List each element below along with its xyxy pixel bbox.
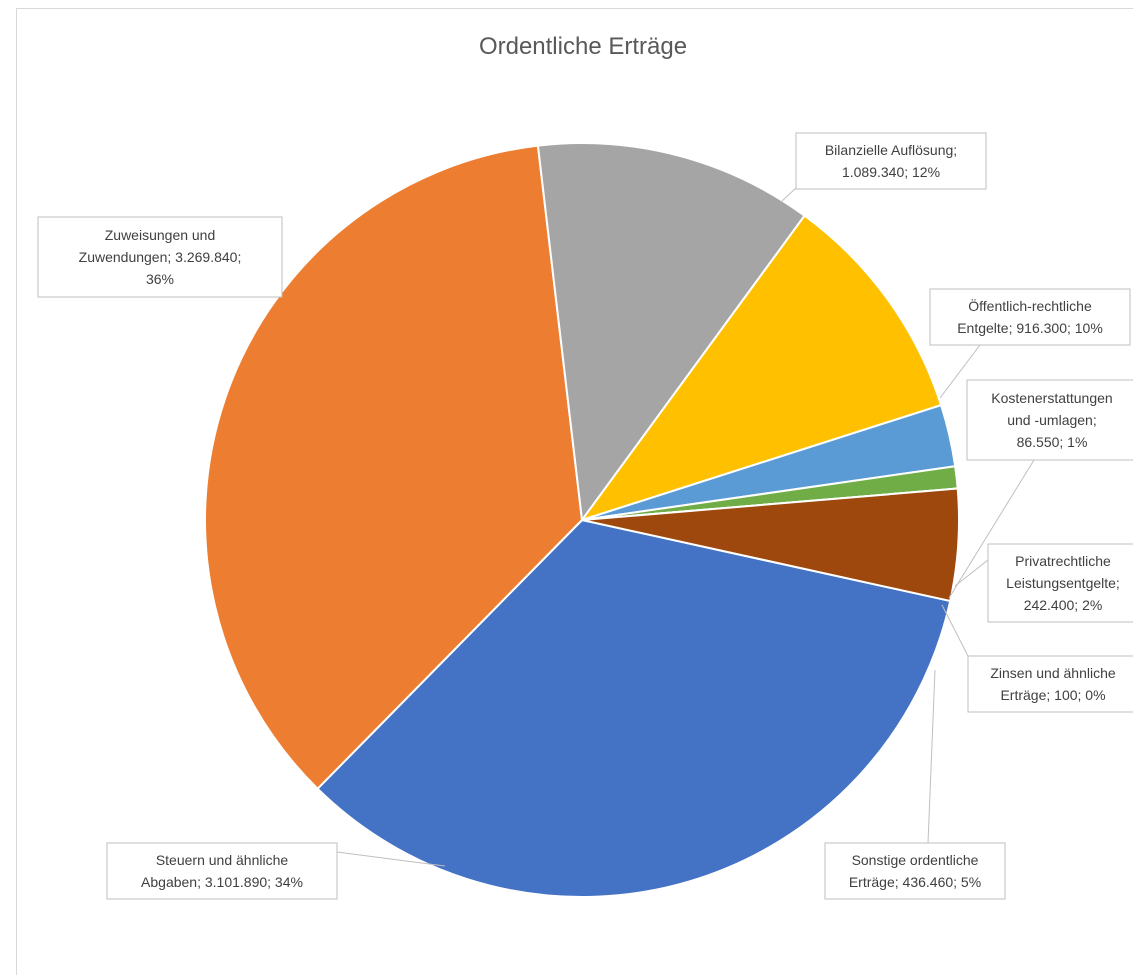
data-label-box bbox=[106, 842, 338, 900]
data-label-8: Sonstige ordentliche Erträge; 436.460; 5% bbox=[824, 842, 1006, 900]
data-label-box bbox=[987, 543, 1133, 623]
leader-line-4 bbox=[939, 344, 981, 399]
pie-slices bbox=[204, 142, 961, 898]
data-label-line: Entgelte; 916.300; 10% bbox=[957, 320, 1103, 336]
data-label-line: Privatrechtliche bbox=[1015, 553, 1111, 569]
chart-title: Ordentliche Erträge bbox=[479, 33, 687, 60]
data-label-5: Privatrechtliche Leistungsentgelte; 242.40… bbox=[987, 543, 1133, 623]
data-label-2: Zuweisungen und Zuwendungen; 3.269.840; 36… bbox=[37, 216, 283, 298]
data-label-line: 36% bbox=[146, 271, 174, 287]
data-label-line: Öffentlich-rechtliche bbox=[968, 297, 1092, 314]
data-label-line: Bilanzielle Auflösung; bbox=[825, 142, 957, 158]
pie-slice-1 bbox=[316, 518, 952, 898]
leader-line-6 bbox=[948, 459, 1035, 599]
data-label-box bbox=[967, 655, 1133, 713]
chart-area bbox=[16, 8, 1133, 975]
leader-line-5 bbox=[954, 559, 989, 587]
data-label-1: Steuern und ähnliche Abgaben; 3.101.890; … bbox=[106, 842, 338, 900]
data-label-box bbox=[824, 842, 1006, 900]
data-label-line: Zuweisungen und bbox=[105, 227, 216, 243]
data-label-line: 86.550; 1% bbox=[1017, 434, 1088, 450]
leader-line-8 bbox=[927, 669, 936, 844]
data-label-line: Erträge; 436.460; 5% bbox=[849, 874, 981, 890]
pie-slice-3 bbox=[536, 142, 806, 523]
data-label-6: Kostenerstattungen und -umlagen; 86.550; 1… bbox=[966, 379, 1133, 461]
data-label-line: Zuwendungen; 3.269.840; bbox=[79, 249, 242, 265]
data-labels: Steuern und ähnliche Abgaben; 3.101.890; … bbox=[37, 132, 1133, 900]
pie-slice-2 bbox=[204, 144, 584, 791]
data-label-line: Steuern und ähnliche bbox=[156, 852, 289, 868]
leader-line-7 bbox=[941, 604, 969, 657]
pie-slice-4 bbox=[579, 214, 943, 522]
data-label-line: Erträge; 100; 0% bbox=[1000, 687, 1105, 703]
data-label-7: Zinsen und ähnliche Erträge; 100; 0% bbox=[967, 655, 1133, 713]
label-leader-lines bbox=[280, 187, 1035, 867]
data-label-line: 242.400; 2% bbox=[1024, 597, 1103, 613]
data-label-line: und -umlagen; bbox=[1007, 412, 1097, 428]
leader-line-3 bbox=[781, 187, 797, 202]
data-label-line: Abgaben; 3.101.890; 34% bbox=[141, 874, 303, 890]
data-label-line: Kostenerstattungen bbox=[991, 390, 1112, 406]
data-label-line: Sonstige ordentliche bbox=[852, 852, 979, 868]
data-label-box bbox=[966, 379, 1133, 461]
data-label-line: Leistungsentgelte; bbox=[1006, 575, 1120, 591]
data-label-4: Öffentlich-rechtliche Entgelte; 916.300; … bbox=[929, 288, 1131, 346]
pie-slice-8 bbox=[581, 487, 961, 603]
data-label-box bbox=[795, 132, 987, 190]
leader-line-1 bbox=[336, 851, 446, 867]
data-label-3: Bilanzielle Auflösung; 1.089.340; 12% bbox=[795, 132, 987, 190]
data-label-line: 1.089.340; 12% bbox=[842, 164, 940, 180]
data-label-line: Zinsen und ähnliche bbox=[990, 665, 1116, 681]
data-label-box bbox=[929, 288, 1131, 346]
data-label-box bbox=[37, 216, 283, 298]
